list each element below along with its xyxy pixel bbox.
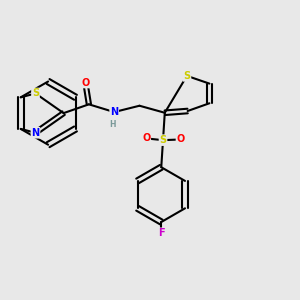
Text: O: O [81,77,89,88]
Text: S: S [32,88,39,98]
Text: H: H [110,120,116,129]
Text: S: S [183,71,190,81]
Text: F: F [158,228,165,238]
Text: O: O [176,134,185,145]
Text: S: S [160,135,167,145]
Text: N: N [110,107,118,117]
Text: N: N [32,128,40,138]
Text: O: O [142,134,150,143]
